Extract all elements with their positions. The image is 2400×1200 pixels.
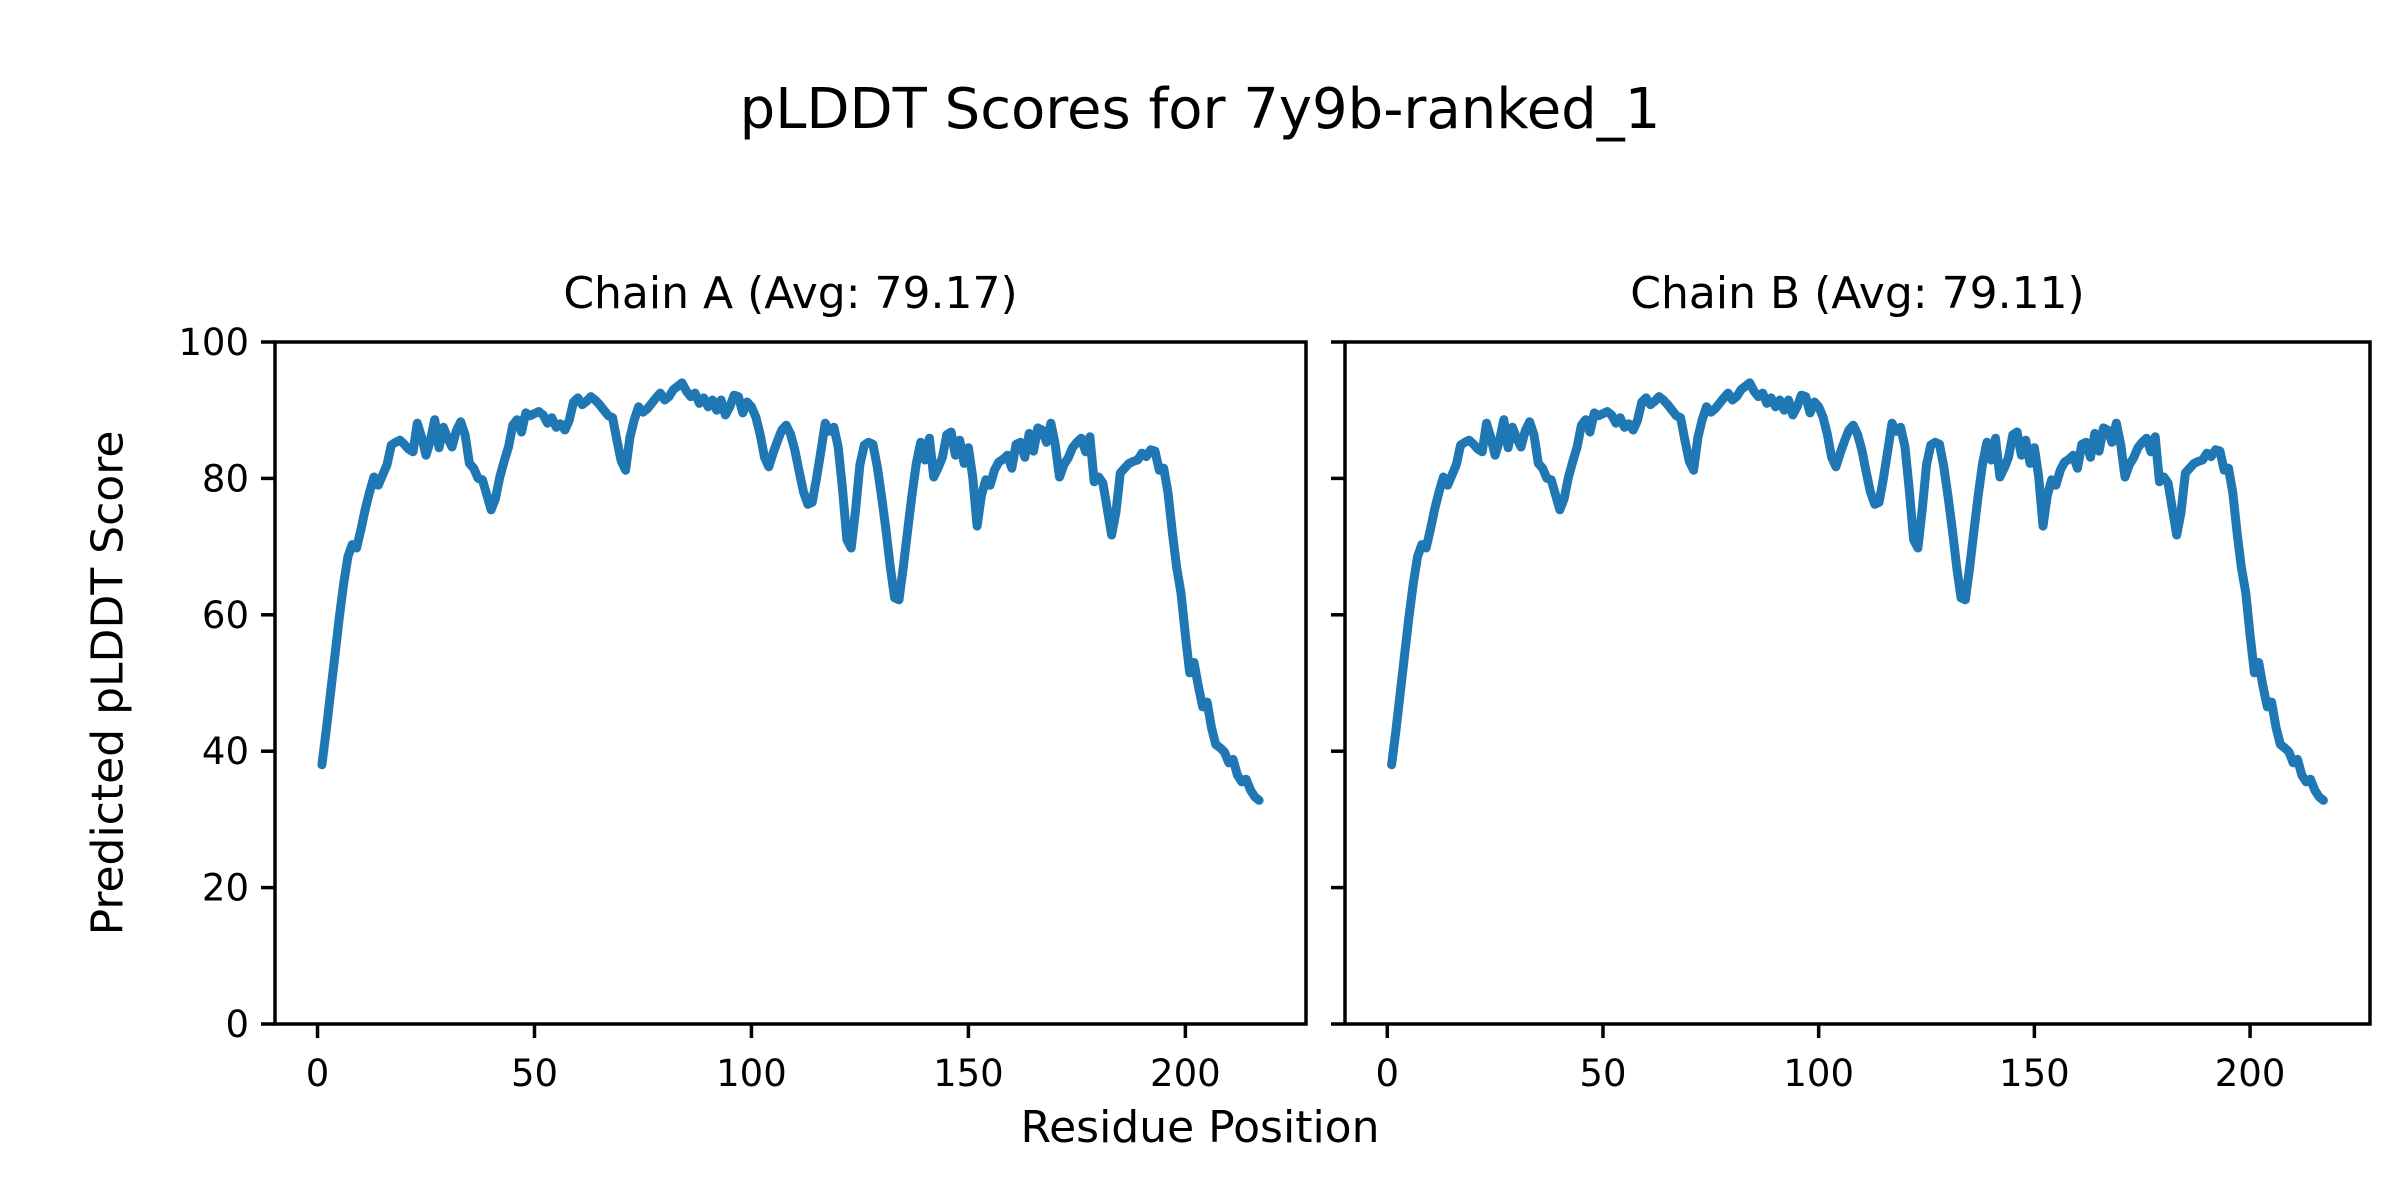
plddt-line-chain-b — [1387, 378, 2328, 805]
x-tick-label: 200 — [1150, 1052, 1221, 1095]
axes-spines — [273, 340, 1308, 1026]
y-tick-label: 0 — [225, 1003, 249, 1046]
x-tick-label: 150 — [1999, 1052, 2070, 1095]
chain-b-subplot-title: Chain B (Avg: 79.11) — [1630, 268, 2085, 319]
x-axis-label: Residue Position — [1020, 1102, 1380, 1153]
y-tick-label: 40 — [202, 730, 249, 773]
figure-title: pLDDT Scores for 7y9b-ranked_1 — [739, 77, 1661, 142]
chain-a-subplot-title: Chain A (Avg: 79.17) — [563, 268, 1018, 319]
x-tick-label: 150 — [933, 1052, 1004, 1095]
plddt-line-chain-a — [317, 378, 1264, 805]
chain-a-plot: 0 50 100 150 200 0 20 40 60 80 100 — [178, 321, 1308, 1095]
axes-spines — [1343, 340, 2372, 1026]
x-tick-label: 0 — [306, 1052, 330, 1095]
y-tick-label: 100 — [178, 321, 249, 364]
y-tick-label: 20 — [202, 867, 249, 910]
x-tick-label: 50 — [1579, 1052, 1626, 1095]
x-tick-label: 100 — [716, 1052, 787, 1095]
x-tick-label: 0 — [1376, 1052, 1400, 1095]
y-tick-label: 80 — [202, 457, 249, 500]
y-tick-label: 60 — [202, 594, 249, 637]
x-tick-label: 200 — [2215, 1052, 2286, 1095]
x-tick-label: 100 — [1783, 1052, 1854, 1095]
chain-b-plot: 0 50 100 150 200 — [1331, 340, 2372, 1095]
x-tick-label: 50 — [511, 1052, 558, 1095]
y-axis-label: Predicted pLDDT Score — [82, 430, 134, 936]
